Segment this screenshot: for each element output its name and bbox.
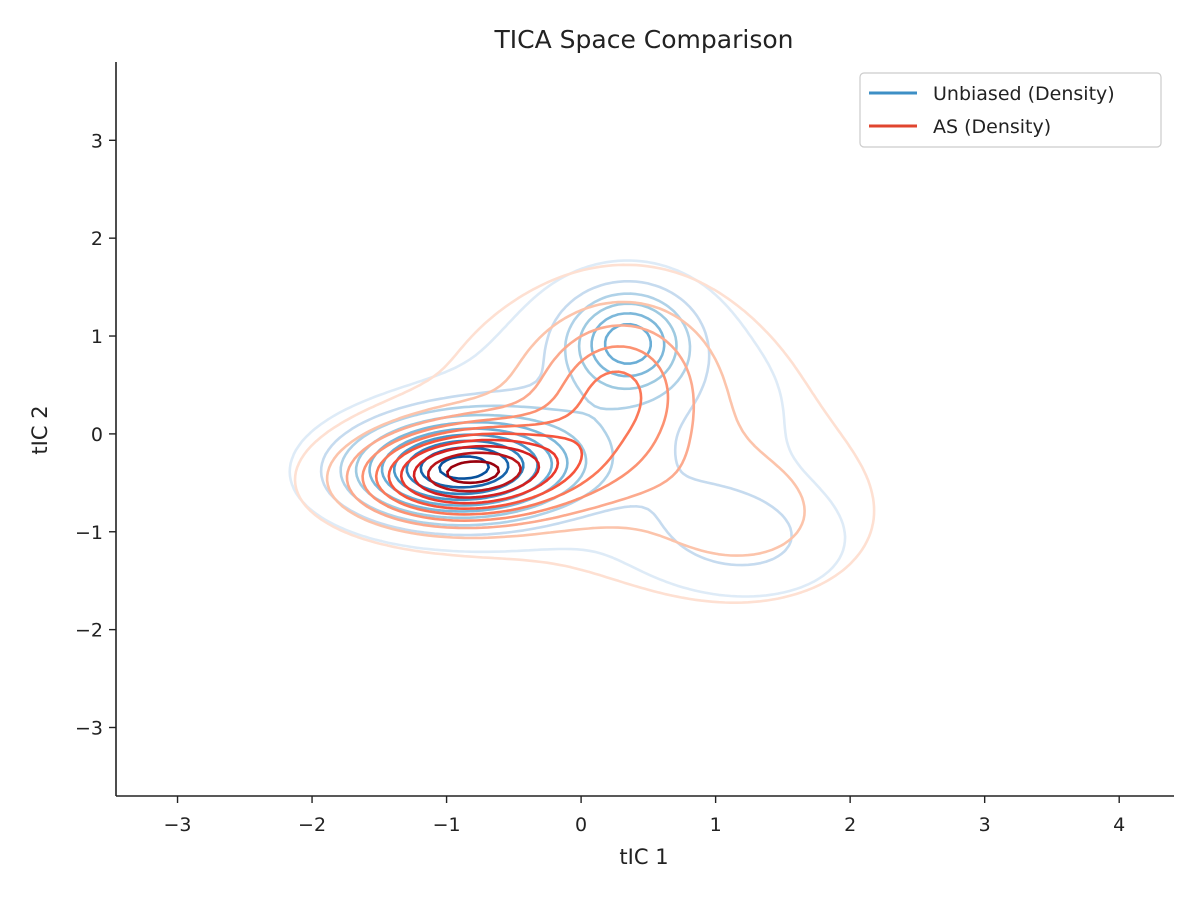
contour-line: [325, 300, 806, 557]
y-ticks: −3 −2 −1 0 1 2 3: [75, 130, 116, 739]
contour-line: [319, 280, 793, 567]
y-tick-label: 0: [91, 424, 103, 446]
legend: Unbiased (Density) AS (Density): [859, 72, 1162, 148]
contour-line: [361, 345, 670, 522]
contour-series-1: [293, 263, 876, 604]
x-axis-label: tIC 1: [619, 845, 668, 869]
x-tick-label: −2: [298, 814, 326, 836]
y-tick-label: −3: [75, 717, 103, 739]
contour-line: [387, 432, 584, 510]
contour-line: [399, 438, 560, 505]
axes: [115, 62, 1174, 797]
y-tick-label: −2: [75, 620, 103, 642]
x-tick-label: −3: [164, 814, 192, 836]
legend-label-unbiased: Unbiased (Density): [933, 83, 1115, 105]
y-tick-label: −1: [75, 522, 103, 544]
y-tick-label: 1: [91, 326, 103, 348]
contour-line: [427, 451, 522, 493]
x-tick-label: −1: [433, 814, 461, 836]
contour-line: [345, 324, 696, 530]
x-tick-label: 3: [979, 814, 991, 836]
contour-line: [412, 444, 541, 499]
x-tick-label: 2: [844, 814, 856, 836]
legend-label-as: AS (Density): [933, 116, 1051, 138]
x-ticks: −3 −2 −1 0 1 2 3 4: [164, 796, 1125, 836]
contour-line: [446, 460, 501, 485]
contour-line: [288, 259, 847, 598]
contour-line: [374, 370, 643, 516]
y-axis-label: tIC 2: [28, 405, 52, 454]
x-tick-label: 1: [710, 814, 722, 836]
legend-box: [859, 72, 1162, 148]
chart-title: TICA Space Comparison: [494, 25, 794, 54]
y-tick-label: 3: [91, 130, 103, 152]
contour-plot-area: [288, 259, 876, 604]
y-tick-label: 2: [91, 228, 103, 250]
x-tick-label: 0: [575, 814, 587, 836]
contour-line: [293, 263, 876, 604]
x-tick-label: 4: [1113, 814, 1125, 836]
